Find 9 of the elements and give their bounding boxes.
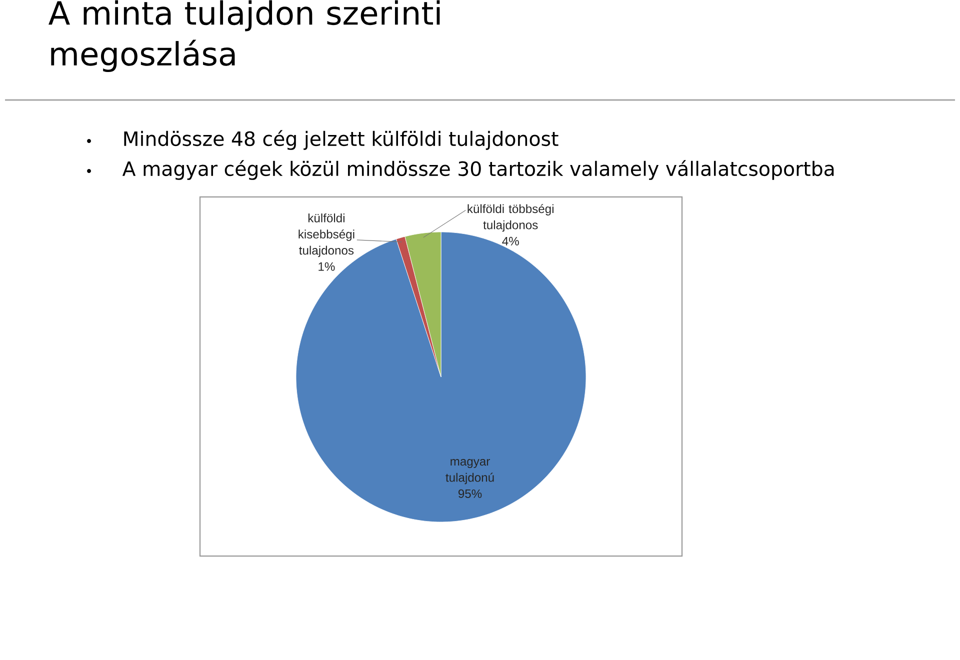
data-label: 4% (502, 236, 519, 246)
slice-label: külföldi kisebbségi tulajdonos (298, 213, 354, 258)
slice-label: magyar tulajdonú (446, 459, 494, 484)
data-label: 95% (458, 489, 482, 498)
chart-title: A minta tulajdon szerinti megoszlása (48, 0, 440, 72)
data-label: 1% (318, 262, 335, 271)
text: A magyar cégek közül mindössze 30 tartozik valamely vállalatcsoportba (122, 160, 834, 180)
text: Mindössze 48 cég jelzett külföldi tulajdonost (124, 130, 558, 150)
slice-label: külföldi többségi tulajdonos (468, 204, 554, 232)
